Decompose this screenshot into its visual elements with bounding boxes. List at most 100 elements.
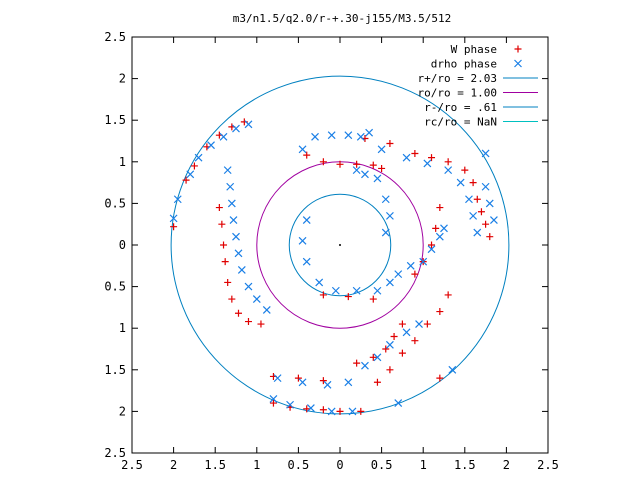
drho-phase-point	[306, 404, 315, 412]
drho-phase-point	[262, 305, 271, 314]
drho-phase-point	[234, 249, 243, 258]
y-tick-label: 0.5	[104, 280, 126, 294]
drho-phase-point	[348, 407, 357, 416]
w-phase-point	[411, 337, 419, 345]
x-tick-label: 1.5	[454, 458, 476, 472]
w-phase-point	[398, 349, 406, 357]
x-tick-label: 0.5	[371, 458, 393, 472]
w-phase-point	[244, 318, 252, 326]
drho-phase-point	[415, 320, 423, 328]
legend-label: ro/ro = 1.00	[418, 87, 497, 100]
drho-phase-point	[373, 174, 382, 183]
w-phase-point	[428, 241, 436, 249]
x-tick-label: 2.5	[121, 458, 143, 472]
drho-phase-point	[229, 216, 238, 224]
drho-phase-point	[489, 216, 498, 224]
drho-phase-point	[469, 211, 478, 220]
legend-label: r+/ro = 2.03	[418, 72, 497, 85]
x-tick-label: 1	[420, 458, 427, 472]
drho-phase-point	[273, 374, 282, 383]
drho-phase-point	[402, 153, 411, 162]
w-phase-point	[221, 258, 229, 266]
w-phase-point	[336, 160, 344, 168]
y-tick-label: 0	[119, 238, 126, 252]
drho-phase-point	[311, 132, 319, 141]
drho-phase-point	[232, 124, 240, 133]
drho-phase-point	[481, 182, 490, 191]
x-tick-label: 2.5	[537, 458, 559, 472]
legend-label: W phase	[451, 43, 497, 56]
w-phase-point	[215, 204, 223, 212]
drho-phase-point	[356, 132, 365, 141]
drho-phase-point	[361, 170, 369, 179]
legend-marker	[514, 59, 522, 68]
drho-phase-point	[381, 195, 390, 204]
drho-phase-point	[302, 257, 311, 266]
drho-phase-point	[435, 232, 444, 241]
drho-phase-point	[440, 224, 448, 233]
w-phase-point	[373, 378, 381, 386]
drho-phase-point	[232, 232, 240, 241]
w-phase-point	[190, 162, 198, 170]
drho-phase-point	[385, 340, 394, 349]
w-phase-point	[220, 241, 228, 249]
y-tick-label: 0.5	[104, 196, 126, 210]
y-tick-label: 1	[119, 155, 126, 169]
drho-phase-point	[402, 328, 411, 337]
y-tick-label: 2	[119, 404, 126, 418]
drho-phase-point	[344, 131, 353, 140]
x-tick-label: 2	[503, 458, 510, 472]
drho-phase-point	[252, 295, 261, 304]
w-phase-point	[319, 158, 327, 166]
x-tick-label: 1	[253, 458, 260, 472]
x-tick-label: 1.5	[204, 458, 226, 472]
drho-phase-point	[394, 270, 403, 279]
w-phase-point	[444, 291, 452, 299]
drho-phase-point	[223, 166, 232, 175]
w-phase-point	[319, 377, 327, 385]
drho-phase-point	[244, 282, 253, 291]
w-phase-point	[257, 320, 265, 328]
drho-phase-point	[169, 214, 178, 223]
chart-title: m3/n1.5/q2.0/r-+.30-j155/M3.5/512	[233, 12, 452, 25]
w-phase-point	[386, 139, 394, 147]
drho-phase-point	[226, 182, 235, 191]
drho-phase-point	[286, 400, 295, 409]
w-phase-point	[473, 195, 481, 203]
drho-phase-point	[406, 261, 415, 270]
y-tick-label: 1	[119, 321, 126, 335]
w-phase-point	[294, 374, 302, 382]
w-phase-point	[228, 295, 236, 303]
drho-phase-point	[365, 128, 374, 137]
reference-circle	[288, 193, 392, 297]
w-phase-point	[436, 374, 444, 382]
drho-phase-point	[327, 407, 336, 416]
drho-phase-point	[352, 286, 361, 295]
y-tick-label: 2.5	[104, 446, 126, 460]
w-phase-point	[436, 204, 444, 212]
drho-phase-point	[377, 145, 386, 154]
y-tick-label: 2	[119, 72, 126, 86]
drho-phase-point	[385, 211, 394, 220]
w-phase-point	[303, 405, 311, 413]
drho-phase-point	[444, 166, 453, 175]
center-dot	[339, 244, 341, 246]
y-tick-label: 2.5	[104, 30, 126, 44]
drho-phase-point	[456, 178, 465, 187]
drho-phase-point	[207, 141, 215, 150]
legend-label: drho phase	[431, 58, 497, 71]
w-phase-point	[477, 208, 485, 216]
w-phase-point	[386, 366, 394, 374]
x-tick-label: 0	[336, 458, 343, 472]
w-phase-point	[182, 176, 190, 184]
drho-phase-point	[394, 399, 403, 408]
legend-label: rc/ro = NaN	[424, 116, 497, 129]
drho-phase-point	[485, 199, 494, 208]
legend-marker	[514, 45, 522, 53]
x-tick-label: 2	[170, 458, 177, 472]
w-phase-point	[353, 359, 361, 367]
axis-ticks: 2.5 2 1.5 1 0.5 0 0.5 1 1.5 2 2.52.521.510.500.511…	[104, 30, 559, 472]
x-tick-label: 0.5	[288, 458, 310, 472]
w-phase-point	[170, 223, 178, 231]
